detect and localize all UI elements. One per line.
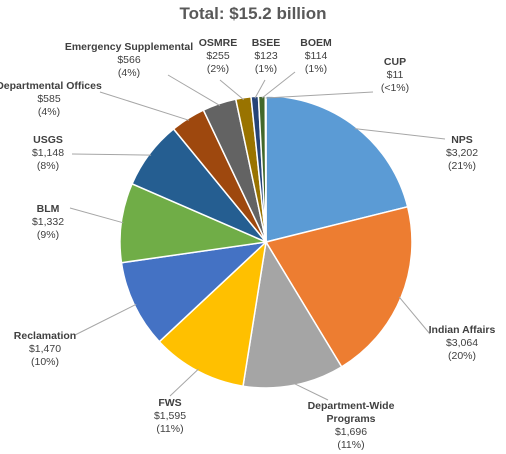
leader-line-fws xyxy=(169,368,199,397)
label-name: Departmental Offices xyxy=(0,80,102,92)
label-value: $1,332 xyxy=(32,216,64,228)
data-label-blm: BLM$1,332(9%) xyxy=(32,203,64,241)
label-percent: (1%) xyxy=(305,63,327,75)
data-label-bsee: BSEE$123(1%) xyxy=(252,37,281,75)
pie-slice-fws xyxy=(158,239,268,388)
label-percent: (8%) xyxy=(37,160,59,172)
label-value: $3,202 xyxy=(446,147,478,159)
leader-line-emergency-supplemental xyxy=(167,74,221,107)
label-name: Indian Affairs xyxy=(429,324,496,336)
label-value: $1,470 xyxy=(29,343,61,355)
label-value: $1,148 xyxy=(32,147,64,159)
label-percent: (10%) xyxy=(31,356,59,368)
label-percent: (<1%) xyxy=(381,82,409,94)
leader-line-indian-affairs xyxy=(398,296,431,335)
leader-line-departmental-offices xyxy=(99,91,190,121)
chart-title: Total: $15.2 billion xyxy=(179,4,326,23)
label-value: $123 xyxy=(254,50,278,62)
label-percent: (21%) xyxy=(448,160,476,172)
label-value: $11 xyxy=(387,69,404,81)
label-name: FWS xyxy=(158,397,181,409)
label-name: Emergency Supplemental xyxy=(65,41,193,53)
leader-line-osmre xyxy=(219,79,245,101)
pie-slice-indian-affairs xyxy=(264,205,413,368)
data-label-cup: CUP$11(<1%) xyxy=(381,56,409,94)
label-name: BLM xyxy=(37,203,60,215)
data-label-departmental-offices: Departmental Offices$585(4%) xyxy=(0,80,102,118)
data-label-indian-affairs: Indian Affairs$3,064(20%) xyxy=(429,324,496,362)
label-value: $255 xyxy=(206,50,230,62)
data-label-reclamation: Reclamation$1,470(10%) xyxy=(14,330,76,368)
label-name: Programs xyxy=(326,413,375,425)
label-percent: (20%) xyxy=(448,350,476,362)
leader-line-blm xyxy=(69,207,124,224)
leader-line-reclamation xyxy=(74,303,137,336)
data-label-boem: BOEM$114(1%) xyxy=(300,37,332,75)
label-percent: (11%) xyxy=(156,423,183,435)
leader-line-cup xyxy=(265,91,374,99)
data-label-nps: NPS$3,202(21%) xyxy=(446,134,478,172)
label-name: BOEM xyxy=(300,37,332,49)
pie-slice-cup xyxy=(264,95,267,243)
label-value: $114 xyxy=(305,50,328,62)
label-value: $566 xyxy=(117,54,141,66)
pie-slice-department-wide-programs xyxy=(242,239,343,389)
data-label-osmre: OSMRE$255(2%) xyxy=(199,37,238,75)
label-value: $1,595 xyxy=(154,410,186,422)
label-name: Reclamation xyxy=(14,330,76,342)
leader-line-bsee xyxy=(254,79,266,99)
leader-line-department-wide-programs xyxy=(293,382,329,401)
label-percent: (2%) xyxy=(207,63,229,75)
label-name: USGS xyxy=(33,134,63,146)
data-label-emergency-supplemental: Emergency Supplemental$566(4%) xyxy=(65,41,193,79)
label-percent: (1%) xyxy=(255,63,277,75)
label-value: $3,064 xyxy=(446,337,478,349)
label-percent: (4%) xyxy=(118,67,140,79)
label-value: $585 xyxy=(37,93,61,105)
leader-line-usgs xyxy=(71,153,152,156)
data-label-usgs: USGS$1,148(8%) xyxy=(32,134,64,172)
data-label-fws: FWS$1,595(11%) xyxy=(154,397,186,435)
label-name: NPS xyxy=(451,134,473,146)
label-percent: (11%) xyxy=(337,439,364,451)
leader-line-nps xyxy=(354,128,446,140)
label-name: Department-Wide xyxy=(308,400,395,412)
label-percent: (9%) xyxy=(37,229,59,241)
label-name: CUP xyxy=(384,56,406,68)
label-percent: (4%) xyxy=(38,106,60,118)
label-value: $1,696 xyxy=(335,426,367,438)
label-name: OSMRE xyxy=(199,37,238,49)
leader-line-boem xyxy=(261,71,296,99)
label-name: BSEE xyxy=(252,37,281,49)
